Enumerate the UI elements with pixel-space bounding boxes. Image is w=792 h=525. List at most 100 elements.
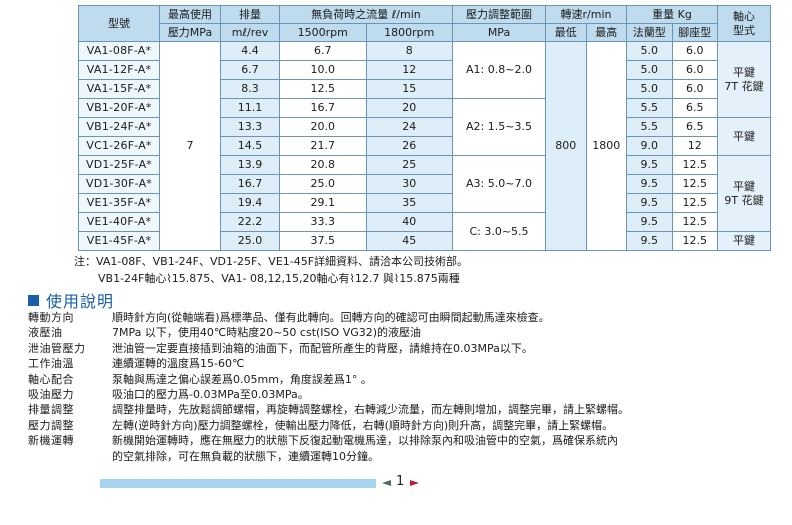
cell-flow-1800: 15	[365, 79, 453, 99]
cell-flow-1500: 12.5	[279, 79, 367, 99]
square-bullet-icon	[28, 294, 39, 306]
usage-heading-label: 使用說明	[46, 292, 115, 311]
instruction-description: 左轉(逆時針方向)壓力調整螺栓，使輸出壓力降低，右轉(順時針方向)則升高，調整完…	[112, 418, 788, 433]
instruction-row: 工作油溫 連續運轉的溫度爲15-60℃	[28, 356, 788, 371]
usage-section-heading: 使用說明	[28, 288, 114, 312]
cell-displacement: 19.4	[220, 193, 280, 213]
instruction-row: 新機運轉 新機開始運轉時，應在無壓力的狀態下反復起動電機馬達，以排除泵內和吸油管中…	[28, 433, 788, 464]
instruction-description-line: 新機開始運轉時，應在無壓力的狀態下反復起動電機馬達，以排除泵內和吸油管中的空氣，…	[112, 434, 618, 448]
cell-weight-foot: 12.5	[671, 212, 718, 232]
col-header-model: 型號	[78, 5, 160, 42]
shaft-type-line: 9T 花鍵	[724, 193, 764, 207]
cell-shaft-type: 平鍵	[717, 231, 771, 251]
instruction-term: 壓力調整	[28, 418, 74, 432]
cell-shaft-type: 平鍵	[717, 117, 771, 156]
cell-displacement: 13.9	[220, 155, 280, 175]
table-row: VA1-12F-A* 6.7 10.0 12 5.0 6.0	[78, 60, 771, 80]
instruction-description-line: 吸油口的壓力爲-0.03MPa至0.03MPa。	[112, 388, 309, 402]
cell-flow-1500: 37.5	[279, 231, 367, 251]
cell-weight-flange: 5.5	[626, 117, 673, 137]
col-header-weight-foot: 腳座型	[671, 23, 718, 42]
cell-flow-1500: 6.7	[279, 41, 367, 61]
col-header-pressure-range-line1: 壓力調整範圍	[452, 5, 546, 24]
cell-weight-flange: 9.5	[626, 212, 673, 232]
cell-weight-flange: 5.0	[626, 60, 673, 80]
cell-pressure-range: A1: 0.8~2.0	[452, 41, 546, 99]
cell-weight-flange: 9.5	[626, 155, 673, 175]
table-header: 型號 最高使用 排量 無負荷時之流量 ℓ/min 壓力調整範圍 轉速r/min …	[78, 5, 771, 42]
instruction-term: 軸心配合	[28, 372, 74, 386]
cell-weight-flange: 5.5	[626, 98, 673, 118]
specification-table-container: 型號 最高使用 排量 無負荷時之流量 ℓ/min 壓力調整範圍 轉速r/min …	[78, 5, 771, 251]
instruction-row: 泄油管壓力 泄油管一定要直接插到油箱的油面下，而配管所產生的背壓，請維持在0.03…	[28, 341, 788, 356]
instruction-row: 吸油壓力 吸油口的壓力爲-0.03MPa至0.03MPa。	[28, 387, 788, 402]
shaft-type-line: 7T 花鍵	[724, 79, 764, 93]
cell-displacement: 8.3	[220, 79, 280, 99]
note-line-2: VB1-24F軸心⌇15.875、VA1- 08,12,15,20軸心有⌇12.…	[98, 271, 460, 285]
cell-flow-1500: 10.0	[279, 60, 367, 80]
cell-shaft-type: 平鍵 7T 花鍵	[717, 41, 771, 118]
cell-displacement: 22.2	[220, 212, 280, 232]
specification-table: 型號 最高使用 排量 無負荷時之流量 ℓ/min 壓力調整範圍 轉速r/min …	[78, 5, 771, 251]
cell-pressure-range: A2: 1.5~3.5	[452, 98, 546, 156]
cell-model: VC1-26F-A*	[78, 136, 160, 156]
cell-weight-foot: 12.5	[671, 231, 718, 251]
table-note: 注：VA1-08F、VB1-24F、VD1-25F、VE1-45F詳細資料、請洽…	[74, 254, 468, 287]
cell-model: VD1-25F-A*	[78, 155, 160, 175]
cell-max-pressure: 7	[159, 41, 221, 251]
instruction-description: 7MPa 以下，使用40℃時粘度20~50 cst(ISO VG32)的液壓油	[112, 325, 788, 340]
cell-model: VA1-15F-A*	[78, 79, 160, 99]
cell-flow-1800: 40	[365, 212, 453, 232]
page-number: 1	[396, 474, 405, 489]
table-row: VE1-35F-A* 19.4 29.1 35 9.5 12.5	[78, 193, 771, 213]
cell-flow-1500: 20.0	[279, 117, 367, 137]
cell-weight-foot: 12.5	[671, 193, 718, 213]
cell-model: VA1-08F-A*	[78, 41, 160, 61]
shaft-header-line1: 軸心	[733, 9, 755, 23]
col-header-flow-1800: 1800rpm	[365, 23, 453, 42]
cell-pressure-range: A3: 5.0~7.0	[452, 155, 546, 213]
cell-weight-foot: 6.0	[671, 60, 718, 80]
cell-displacement: 14.5	[220, 136, 280, 156]
arrow-left-icon	[382, 480, 391, 486]
cell-weight-flange: 9.5	[626, 193, 673, 213]
cell-model: VE1-40F-A*	[78, 212, 160, 232]
instruction-description: 泵軸與馬達之偏心誤差爲0.05mm，角度誤差爲1° 。	[112, 372, 788, 387]
cell-weight-foot: 6.5	[671, 117, 718, 137]
cell-model: VE1-35F-A*	[78, 193, 160, 213]
instruction-term: 液壓油	[28, 326, 63, 340]
cell-weight-foot: 6.0	[671, 41, 718, 61]
cell-weight-flange: 9.5	[626, 231, 673, 251]
shaft-header-line2: 型式	[733, 23, 755, 37]
note-line-1: 注：VA1-08F、VB1-24F、VD1-25F、VE1-45F詳細資料、請洽…	[74, 255, 469, 268]
col-header-displacement-line2: mℓ/rev	[220, 23, 280, 42]
instruction-description-continued: 的空氣排除，可在無負載的狀態下，連續運轉10分鐘。	[112, 449, 379, 463]
cell-flow-1500: 21.7	[279, 136, 367, 156]
cell-flow-1800: 12	[365, 60, 453, 80]
cell-flow-1800: 8	[365, 41, 453, 61]
col-header-max-pressure-line1: 最高使用	[159, 5, 221, 24]
instruction-description-line: 調整排量時，先放鬆調節螺帽，再旋轉調整螺栓，右轉減少流量，而左轉則增加，調整完畢…	[112, 403, 629, 417]
instruction-description: 調整排量時，先放鬆調節螺帽，再旋轉調整螺栓，右轉減少流量，而左轉則增加，調整完畢…	[112, 402, 788, 417]
instruction-description: 新機開始運轉時，應在無壓力的狀態下反復起動電機馬達，以排除泵內和吸油管中的空氣，…	[112, 433, 788, 464]
cell-model: VD1-30F-A*	[78, 174, 160, 194]
col-header-flow-group: 無負荷時之流量 ℓ/min	[279, 5, 453, 24]
cell-flow-1800: 25	[365, 155, 453, 175]
instruction-description: 吸油口的壓力爲-0.03MPa至0.03MPa。	[112, 387, 788, 402]
col-header-shaft-type: 軸心 型式	[717, 5, 771, 42]
instruction-term: 泄油管壓力	[28, 341, 86, 355]
cell-weight-foot: 12.5	[671, 174, 718, 194]
cell-displacement: 16.7	[220, 174, 280, 194]
col-header-speed-max: 最高	[585, 23, 627, 42]
cell-flow-1500: 20.8	[279, 155, 367, 175]
cell-flow-1800: 45	[365, 231, 453, 251]
instruction-list: 轉動方向 順時針方向(從軸端看)爲標準品、僅有此轉向。回轉方向的確認可由瞬間起動馬…	[28, 310, 788, 464]
instruction-description-line: 左轉(逆時針方向)壓力調整螺栓，使輸出壓力降低，右轉(順時針方向)則升高，調整完…	[112, 418, 614, 432]
cell-flow-1800: 20	[365, 98, 453, 118]
cell-speed-min: 800	[545, 41, 587, 251]
footer-bar	[100, 479, 376, 488]
cell-weight-foot: 12	[671, 136, 718, 156]
col-header-pressure-range-line2: MPa	[452, 23, 546, 42]
instruction-description-line: 順時針方向(從軸端看)爲標準品、僅有此轉向。回轉方向的確認可由瞬間起動馬達來檢查…	[112, 311, 550, 324]
table-row: VB1-24F-A* 13.3 20.0 24 5.5 6.5 平鍵	[78, 117, 771, 156]
